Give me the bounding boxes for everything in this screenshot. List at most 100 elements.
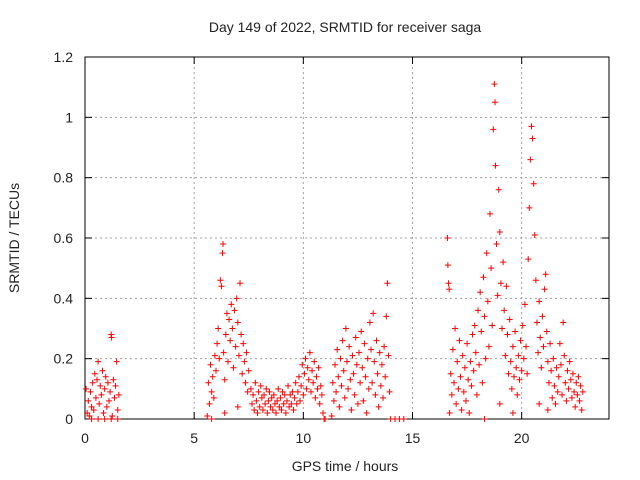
data-point <box>567 376 574 383</box>
data-point <box>469 331 476 338</box>
data-point <box>294 388 301 395</box>
data-point <box>221 376 228 383</box>
data-point <box>233 295 240 302</box>
data-point <box>532 277 539 284</box>
y-tick-label: 0 <box>65 411 73 427</box>
data-point <box>270 391 277 398</box>
data-point <box>232 343 239 350</box>
data-point <box>102 373 109 380</box>
data-point <box>234 319 241 326</box>
data-point <box>322 416 329 422</box>
data-point <box>318 391 325 398</box>
data-point <box>109 412 116 419</box>
data-point <box>347 376 354 383</box>
data-point <box>95 358 102 365</box>
data-point <box>92 394 99 401</box>
chart-title: Day 149 of 2022, SRMTID for receiver sag… <box>209 19 482 35</box>
x-tick-label: 20 <box>514 430 530 446</box>
data-point <box>575 373 582 380</box>
data-point <box>484 298 491 305</box>
data-point <box>472 349 479 356</box>
data-point <box>337 355 344 362</box>
data-point <box>96 400 103 407</box>
data-point <box>240 340 247 347</box>
data-point <box>258 394 265 401</box>
data-point <box>84 409 91 416</box>
data-point <box>221 409 228 416</box>
data-point <box>106 397 113 404</box>
data-point <box>554 388 561 395</box>
x-tick-label: 10 <box>296 430 312 446</box>
data-point <box>353 361 360 368</box>
data-point <box>311 358 318 365</box>
data-point <box>107 388 114 395</box>
data-point <box>547 340 554 347</box>
data-point <box>470 367 477 374</box>
data-point <box>280 400 287 407</box>
data-point <box>99 367 106 374</box>
data-point <box>360 397 367 404</box>
data-point <box>94 376 101 383</box>
y-tick-label: 1 <box>65 109 73 125</box>
data-point <box>576 397 583 404</box>
data-point <box>499 325 506 332</box>
data-point <box>219 241 226 248</box>
data-point <box>303 385 310 392</box>
data-point <box>561 352 568 359</box>
data-point <box>531 231 538 238</box>
data-point <box>373 337 380 344</box>
data-point <box>319 409 326 416</box>
data-point <box>344 358 350 365</box>
data-point <box>227 337 234 344</box>
data-point <box>489 322 496 329</box>
data-point <box>380 394 387 401</box>
y-tick-label: 0.8 <box>54 170 74 186</box>
data-point <box>297 397 304 404</box>
data-point <box>511 373 518 380</box>
data-point <box>342 325 349 332</box>
data-point <box>274 397 281 404</box>
data-point <box>386 388 393 395</box>
data-point <box>209 373 216 380</box>
data-point <box>492 162 499 169</box>
data-point <box>530 180 537 187</box>
data-point <box>354 400 361 407</box>
data-point <box>316 400 323 407</box>
data-point <box>544 406 551 413</box>
data-point <box>447 370 454 377</box>
data-point <box>359 364 366 371</box>
data-point <box>219 250 226 257</box>
data-point <box>560 319 567 326</box>
data-point <box>378 361 385 368</box>
data-point <box>110 376 117 383</box>
data-point <box>114 416 121 422</box>
data-point <box>95 416 102 422</box>
data-point <box>211 352 218 359</box>
data-point <box>485 343 492 350</box>
data-point <box>481 313 488 320</box>
data-point <box>543 328 550 335</box>
data-point <box>533 319 540 326</box>
data-point <box>566 358 573 365</box>
data-point <box>488 265 495 272</box>
data-point <box>506 316 513 323</box>
data-point <box>461 364 468 371</box>
data-point <box>271 400 278 407</box>
data-point <box>372 391 379 398</box>
data-point <box>204 412 211 419</box>
data-point <box>228 301 235 308</box>
x-tick-label: 15 <box>405 430 421 446</box>
data-point <box>314 385 321 392</box>
data-point <box>374 370 381 377</box>
data-point <box>483 250 490 257</box>
data-point <box>444 235 451 241</box>
data-point <box>350 370 357 377</box>
data-point <box>574 391 581 398</box>
data-point <box>278 406 285 413</box>
data-point <box>83 385 90 392</box>
data-point <box>524 370 531 377</box>
data-point <box>108 416 115 422</box>
data-point <box>568 394 575 401</box>
data-point <box>385 352 392 359</box>
data-point <box>98 391 105 398</box>
